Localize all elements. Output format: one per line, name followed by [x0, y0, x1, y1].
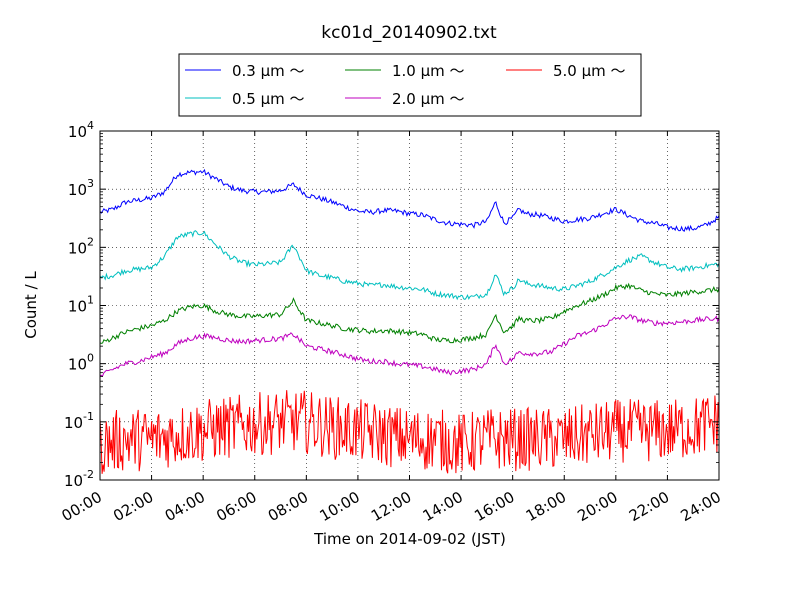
- legend: 0.3 μm ～ 0.5 μm ～ 1.0 μm ～ 2.0 μm ～ 5.0 μm ～: [178, 53, 642, 117]
- y-tick-label: 10-2: [64, 468, 94, 490]
- legend-label: 0.3 μm ～: [232, 62, 305, 80]
- y-tick-labels: 10-2 10-1 100 101 102 103 104: [64, 119, 94, 490]
- legend-label: 5.0 μm ～: [553, 62, 626, 80]
- x-tick-label: 02:00: [110, 488, 156, 525]
- x-tick-label: 20:00: [574, 488, 620, 525]
- plot-area: [99, 130, 720, 481]
- y-tick-label: 102: [68, 235, 94, 257]
- x-tick-label: 10:00: [316, 488, 362, 525]
- x-tick-label: 00:00: [59, 488, 105, 525]
- x-tick-label: 04:00: [162, 488, 208, 525]
- chart-title: kc01d_20140902.txt: [321, 23, 497, 43]
- x-axis-label: Time on 2014-09-02 (JST): [313, 530, 506, 548]
- y-tick-label: 104: [68, 119, 94, 141]
- series-line: [99, 314, 720, 377]
- x-tick-label: 14:00: [420, 488, 466, 525]
- x-tick-label: 12:00: [368, 488, 414, 525]
- series-line: [99, 282, 720, 344]
- x-tick-label: 06:00: [213, 488, 259, 525]
- y-axis-label: Count / L: [22, 271, 40, 339]
- x-tick-label: 16:00: [471, 488, 517, 525]
- x-tick-label: 22:00: [626, 488, 672, 525]
- legend-box: [178, 53, 642, 117]
- x-tick-label: 24:00: [678, 488, 724, 525]
- y-tick-label: 100: [68, 352, 94, 374]
- series-layer: [99, 168, 720, 474]
- x-tick-label: 18:00: [523, 488, 569, 525]
- series-line: [99, 230, 720, 301]
- legend-label: 1.0 μm ～: [392, 62, 465, 80]
- legend-label: 0.5 μm ～: [232, 90, 305, 108]
- ticks: [99, 130, 720, 481]
- x-tick-labels: 00:00 02:00 04:00 06:00 08:00 10:00 12:00 14:00…: [59, 488, 724, 525]
- plot-background: [100, 131, 719, 480]
- x-tick-label: 08:00: [265, 488, 311, 525]
- y-tick-label: 103: [68, 177, 94, 199]
- y-tick-label: 101: [68, 294, 94, 316]
- legend-label: 2.0 μm ～: [392, 90, 465, 108]
- y-tick-label: 10-1: [64, 410, 94, 432]
- series-line: [99, 168, 720, 232]
- series-line: [99, 390, 720, 474]
